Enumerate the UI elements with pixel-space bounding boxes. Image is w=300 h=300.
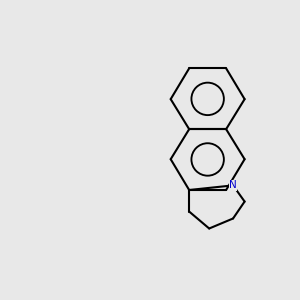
Text: N: N: [229, 180, 237, 190]
